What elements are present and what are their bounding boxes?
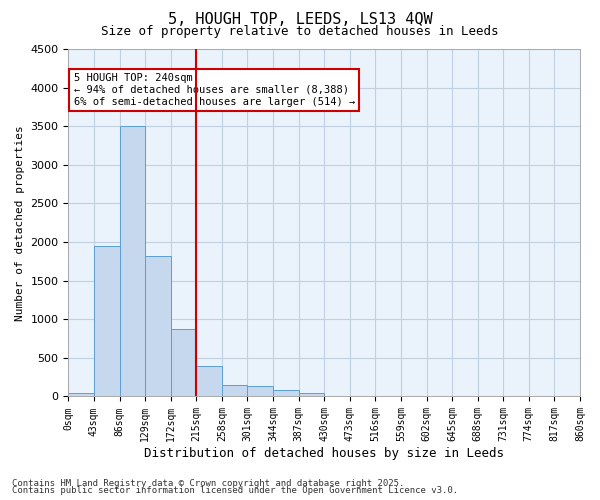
Bar (273, 390, 299, 396)
Bar (94, 246, 119, 396)
Bar (171, 330, 196, 396)
Text: Size of property relative to detached houses in Leeds: Size of property relative to detached ho… (101, 25, 499, 38)
Y-axis label: Number of detached properties: Number of detached properties (15, 125, 25, 320)
Bar (119, 126, 145, 396)
Text: Contains HM Land Registry data © Crown copyright and database right 2025.: Contains HM Land Registry data © Crown c… (12, 478, 404, 488)
Bar (145, 256, 171, 396)
Bar (68, 392, 94, 396)
Text: 5, HOUGH TOP, LEEDS, LS13 4QW: 5, HOUGH TOP, LEEDS, LS13 4QW (167, 12, 433, 28)
Bar (222, 385, 247, 396)
Bar (196, 366, 222, 396)
Bar (247, 386, 273, 396)
Bar (299, 392, 324, 396)
X-axis label: Distribution of detached houses by size in Leeds: Distribution of detached houses by size … (144, 447, 504, 460)
Text: Contains public sector information licensed under the Open Government Licence v3: Contains public sector information licen… (12, 486, 458, 495)
Text: 5 HOUGH TOP: 240sqm
← 94% of detached houses are smaller (8,388)
6% of semi-deta: 5 HOUGH TOP: 240sqm ← 94% of detached ho… (74, 74, 355, 106)
